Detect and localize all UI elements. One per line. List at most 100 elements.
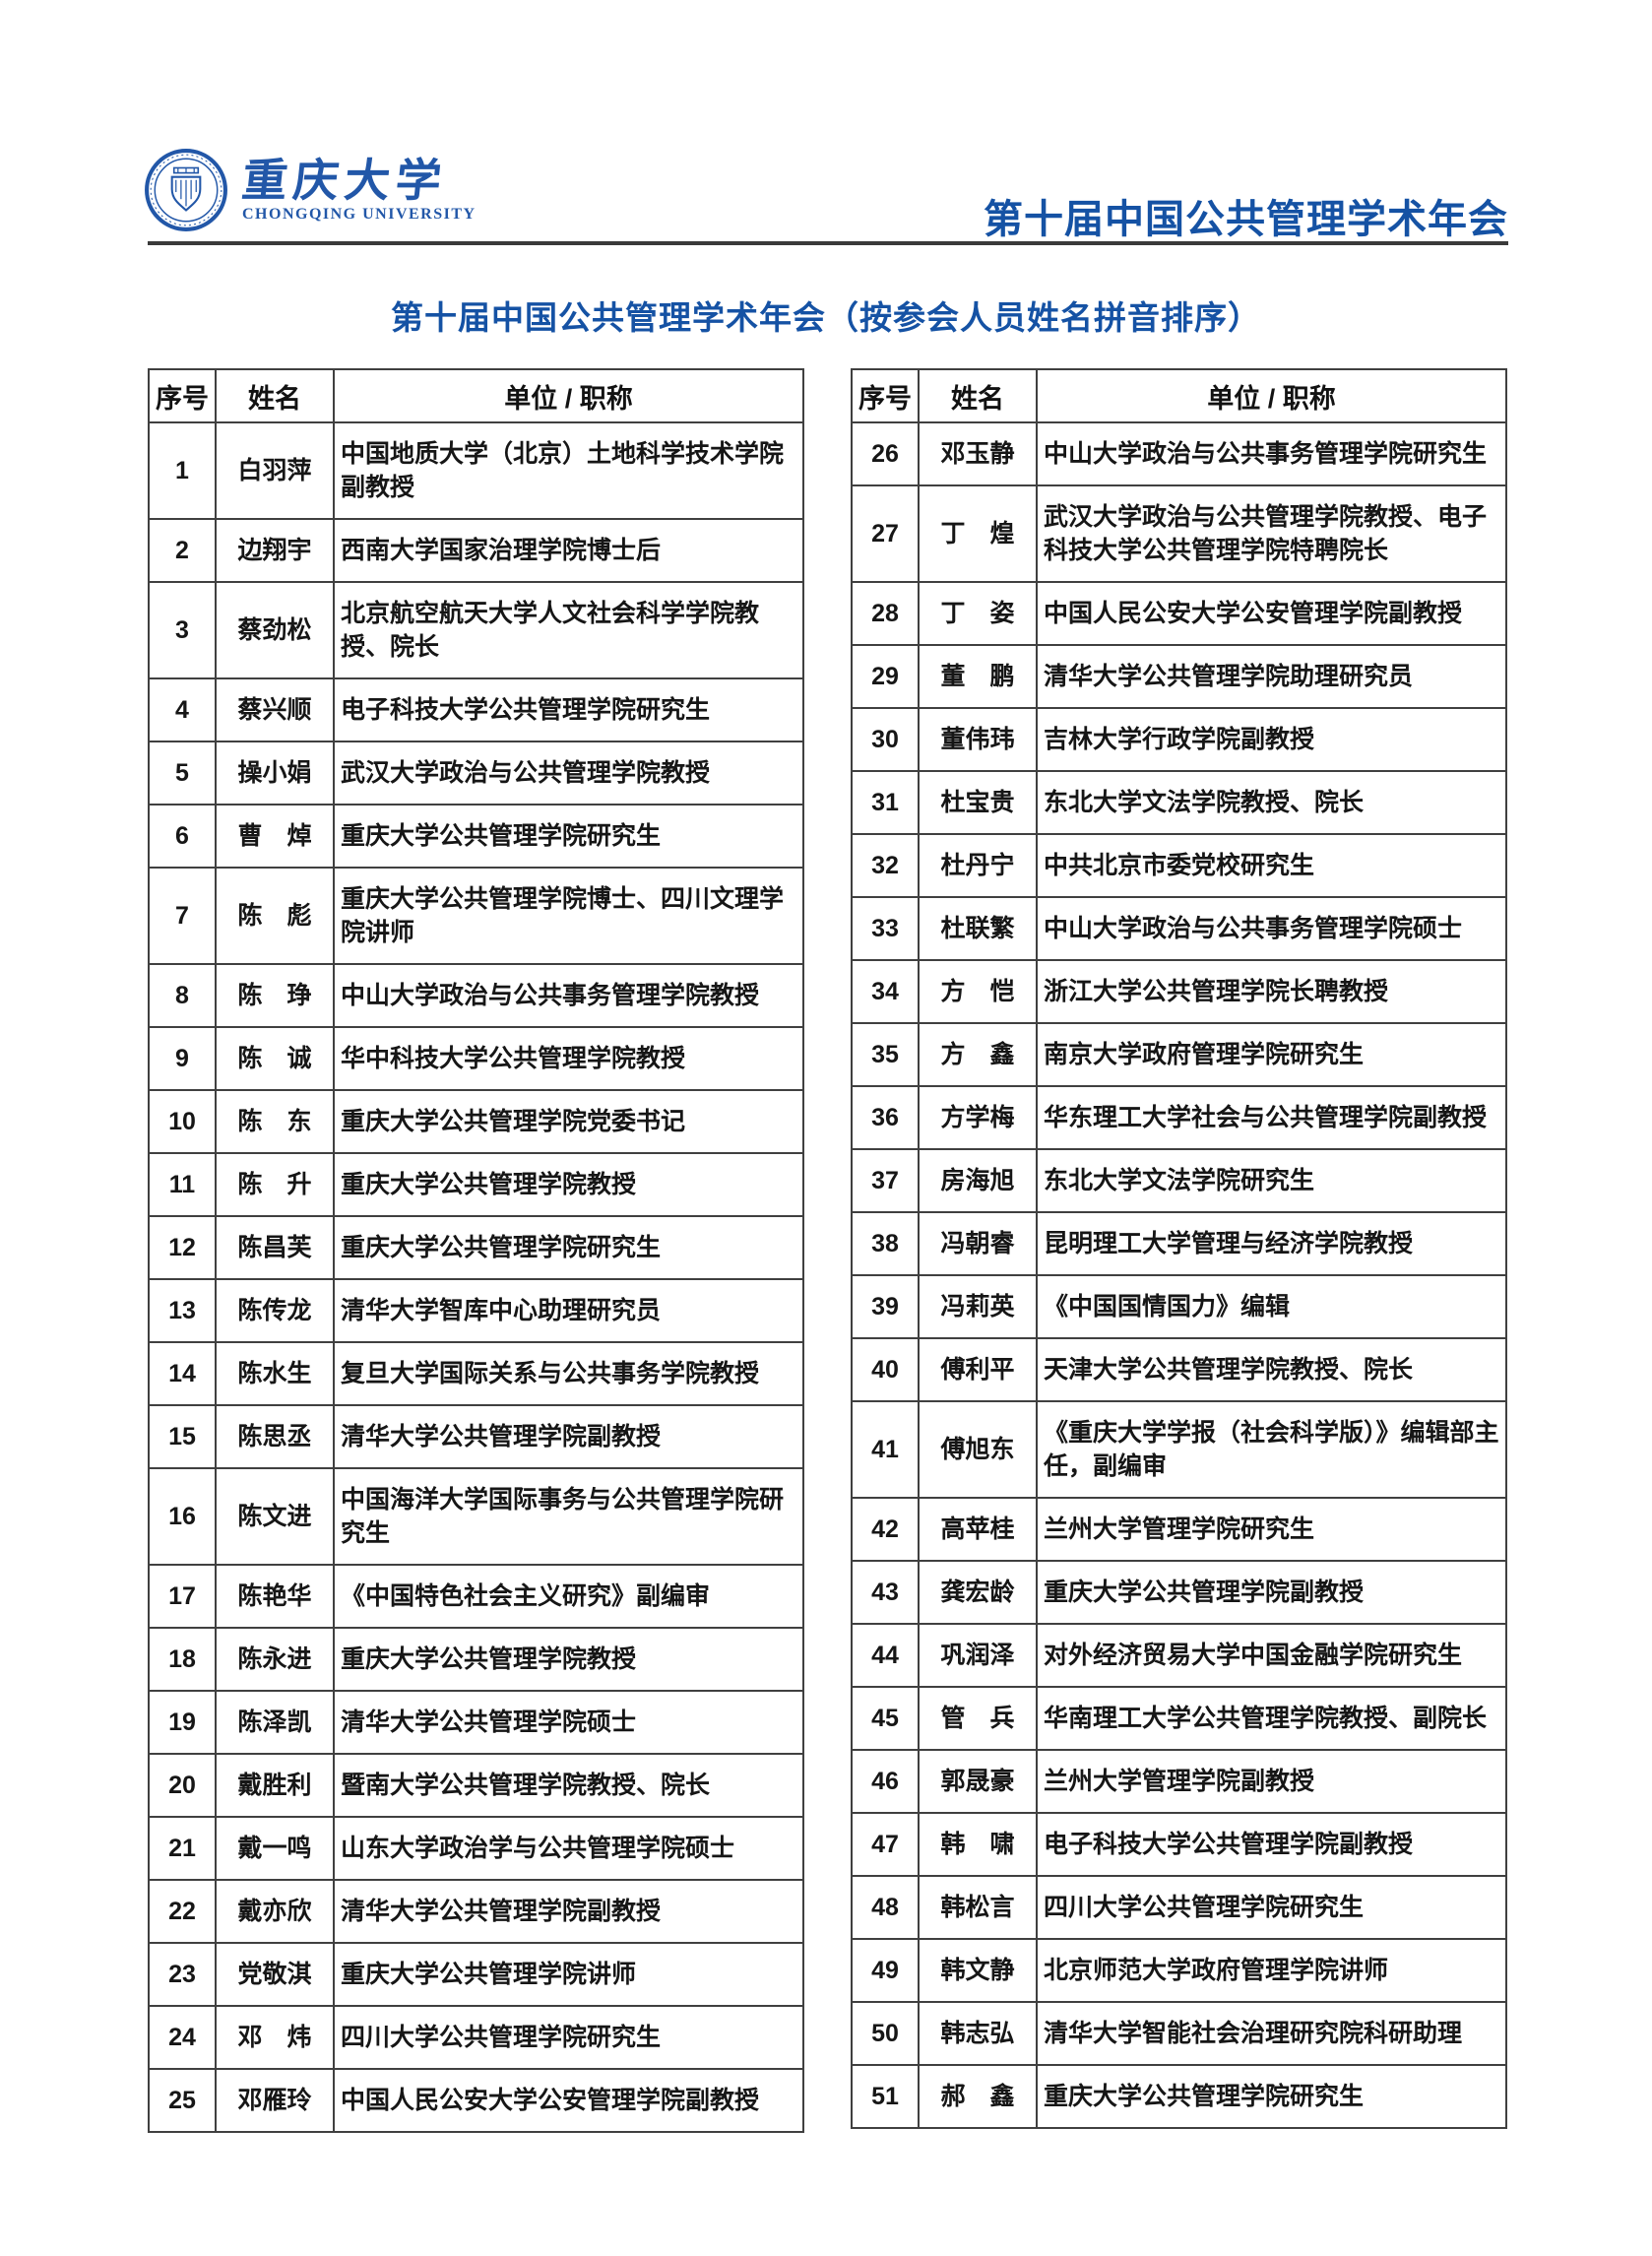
name-cell: 方学梅 — [918, 1085, 1038, 1150]
logo-name-chinese: 重庆大学 — [239, 153, 450, 207]
name-cell: 巩润泽 — [918, 1623, 1038, 1688]
index-cell: 30 — [851, 707, 920, 772]
affiliation-cell: 山东大学政治学与公共管理学院硕士 — [333, 1816, 804, 1881]
index-cell: 27 — [851, 484, 920, 583]
table-row: 34 方 恺浙江大学公共管理学院长聘教授 — [851, 959, 1507, 1024]
table-row: 42 高苹桂 兰州大学管理学院研究生 — [851, 1497, 1507, 1562]
index-cell: 38 — [851, 1211, 920, 1276]
affiliation-cell: 对外经济贸易大学中国金融学院研究生 — [1036, 1623, 1507, 1688]
affiliation-cell: 清华大学公共管理学院副教授 — [333, 1404, 804, 1469]
table-header-row: 序号 姓名 单位 / 职称 — [148, 368, 804, 423]
table-row: 46 郭晟豪 兰州大学管理学院副教授 — [851, 1749, 1507, 1814]
index-cell: 16 — [148, 1467, 217, 1566]
index-cell: 40 — [851, 1337, 920, 1402]
index-cell: 15 — [148, 1404, 217, 1469]
name-cell: 房海旭 — [918, 1148, 1038, 1213]
affiliation-cell: 吉林大学行政学院副教授 — [1036, 707, 1507, 772]
index-cell: 5 — [148, 741, 217, 806]
index-cell: 10 — [148, 1089, 217, 1154]
name-cell: 冯朝睿 — [918, 1211, 1038, 1276]
name-cell: 邓 炜 — [215, 2005, 335, 2070]
index-cell: 47 — [851, 1812, 920, 1877]
affiliation-cell: 华中科技大学公共管理学院教授 — [333, 1026, 804, 1091]
university-logo: 重庆大学 CHONGQING UNIVERSITY — [144, 148, 477, 232]
table-row: 20 戴胜利 暨南大学公共管理学院教授、院长 — [148, 1753, 804, 1818]
table-row: 44 巩润泽 对外经济贸易大学中国金融学院研究生 — [851, 1623, 1507, 1688]
name-cell: 操小娟 — [215, 741, 335, 806]
affiliation-cell: 中山大学政治与公共事务管理学院硕士 — [1036, 896, 1507, 961]
affiliation-cell: 兰州大学管理学院副教授 — [1036, 1749, 1507, 1814]
table-row: 23 党敬淇 重庆大学公共管理学院讲师 — [148, 1942, 804, 2007]
index-cell: 49 — [851, 1938, 920, 2003]
index-cell: 39 — [851, 1274, 920, 1339]
name-cell: 丁 煌 — [918, 484, 1038, 583]
table-row: 25 邓雁玲 中国人民公安大学公安管理学院副教授 — [148, 2068, 804, 2133]
index-cell: 51 — [851, 2064, 920, 2129]
table-row: 35 方 鑫南京大学政府管理学院研究生 — [851, 1022, 1507, 1087]
name-cell: 冯莉英 — [918, 1274, 1038, 1339]
name-cell: 高苹桂 — [918, 1497, 1038, 1562]
affiliation-cell: 《中国特色社会主义研究》副编审 — [333, 1564, 804, 1629]
affiliation-cell: 中国海洋大学国际事务与公共管理学院研究生 — [333, 1467, 804, 1566]
affiliation-cell: 《中国国情国力》编辑 — [1036, 1274, 1507, 1339]
table-row: 51 郝 鑫重庆大学公共管理学院研究生 — [851, 2064, 1507, 2129]
index-cell: 48 — [851, 1875, 920, 1940]
affiliation-cell: 清华大学公共管理学院副教授 — [333, 1879, 804, 1944]
table-row: 49 韩文静 北京师范大学政府管理学院讲师 — [851, 1938, 1507, 2003]
table-row: 2 边翔宇 西南大学国家治理学院博士后 — [148, 518, 804, 583]
table-row: 19 陈泽凯 清华大学公共管理学院硕士 — [148, 1690, 804, 1755]
table-row: 21 戴一鸣 山东大学政治学与公共管理学院硕士 — [148, 1816, 804, 1881]
index-cell: 11 — [148, 1152, 217, 1217]
index-cell: 12 — [148, 1215, 217, 1280]
affiliation-cell: 东北大学文法学院教授、院长 — [1036, 770, 1507, 835]
index-cell: 31 — [851, 770, 920, 835]
table-row: 18 陈永进 重庆大学公共管理学院教授 — [148, 1627, 804, 1692]
affiliation-cell: 清华大学智能社会治理研究院科研助理 — [1036, 2001, 1507, 2066]
affiliation-cell: 重庆大学公共管理学院研究生 — [1036, 2064, 1507, 2129]
index-cell: 32 — [851, 833, 920, 898]
index-cell: 33 — [851, 896, 920, 961]
index-cell: 21 — [148, 1816, 217, 1881]
index-cell: 28 — [851, 581, 920, 646]
name-cell: 陈 琤 — [215, 963, 335, 1028]
name-cell: 党敬淇 — [215, 1942, 335, 2007]
index-cell: 18 — [148, 1627, 217, 1692]
table-row: 36 方学梅 华东理工大学社会与公共管理学院副教授 — [851, 1085, 1507, 1150]
affiliation-cell: 重庆大学公共管理学院教授 — [333, 1627, 804, 1692]
affiliation-cell: 西南大学国家治理学院博士后 — [333, 518, 804, 583]
name-cell: 陈昌芙 — [215, 1215, 335, 1280]
affiliation-cell: 南京大学政府管理学院研究生 — [1036, 1022, 1507, 1087]
table-row: 1 白羽萍 中国地质大学（北京）土地科学技术学院副教授 — [148, 421, 804, 520]
attendee-table-right: 序号 姓名 单位 / 职称 26 邓玉静 中山大学政治与公共事务管理学院研究生 27 丁… — [851, 368, 1507, 2129]
name-cell: 韩 啸 — [918, 1812, 1038, 1877]
name-cell: 傅旭东 — [918, 1400, 1038, 1499]
affiliation-cell: 中国地质大学（北京）土地科学技术学院副教授 — [333, 421, 804, 520]
header-divider — [148, 241, 1508, 245]
index-cell: 25 — [148, 2068, 217, 2133]
table-row: 24 邓 炜四川大学公共管理学院研究生 — [148, 2005, 804, 2070]
name-cell: 戴胜利 — [215, 1753, 335, 1818]
table-row: 40 傅利平 天津大学公共管理学院教授、院长 — [851, 1337, 1507, 1402]
affiliation-cell: 北京航空航天大学人文社会科学学院教授、院长 — [333, 581, 804, 679]
index-cell: 19 — [148, 1690, 217, 1755]
col-header-name: 姓名 — [215, 368, 335, 423]
name-cell: 杜丹宁 — [918, 833, 1038, 898]
name-cell: 陈思丞 — [215, 1404, 335, 1469]
affiliation-cell: 重庆大学公共管理学院研究生 — [333, 1215, 804, 1280]
col-header-index: 序号 — [851, 368, 920, 423]
name-cell: 杜宝贵 — [918, 770, 1038, 835]
index-cell: 2 — [148, 518, 217, 583]
table-row: 31 杜宝贵 东北大学文法学院教授、院长 — [851, 770, 1507, 835]
table-row: 47 韩 啸电子科技大学公共管理学院副教授 — [851, 1812, 1507, 1877]
table-row: 15 陈思丞 清华大学公共管理学院副教授 — [148, 1404, 804, 1469]
affiliation-cell: 重庆大学公共管理学院党委书记 — [333, 1089, 804, 1154]
name-cell: 陈 东 — [215, 1089, 335, 1154]
name-cell: 董 鹏 — [918, 644, 1038, 709]
affiliation-cell: 中共北京市委党校研究生 — [1036, 833, 1507, 898]
table-row: 5 操小娟 武汉大学政治与公共管理学院教授 — [148, 741, 804, 806]
name-cell: 郝 鑫 — [918, 2064, 1038, 2129]
affiliation-cell: 兰州大学管理学院研究生 — [1036, 1497, 1507, 1562]
